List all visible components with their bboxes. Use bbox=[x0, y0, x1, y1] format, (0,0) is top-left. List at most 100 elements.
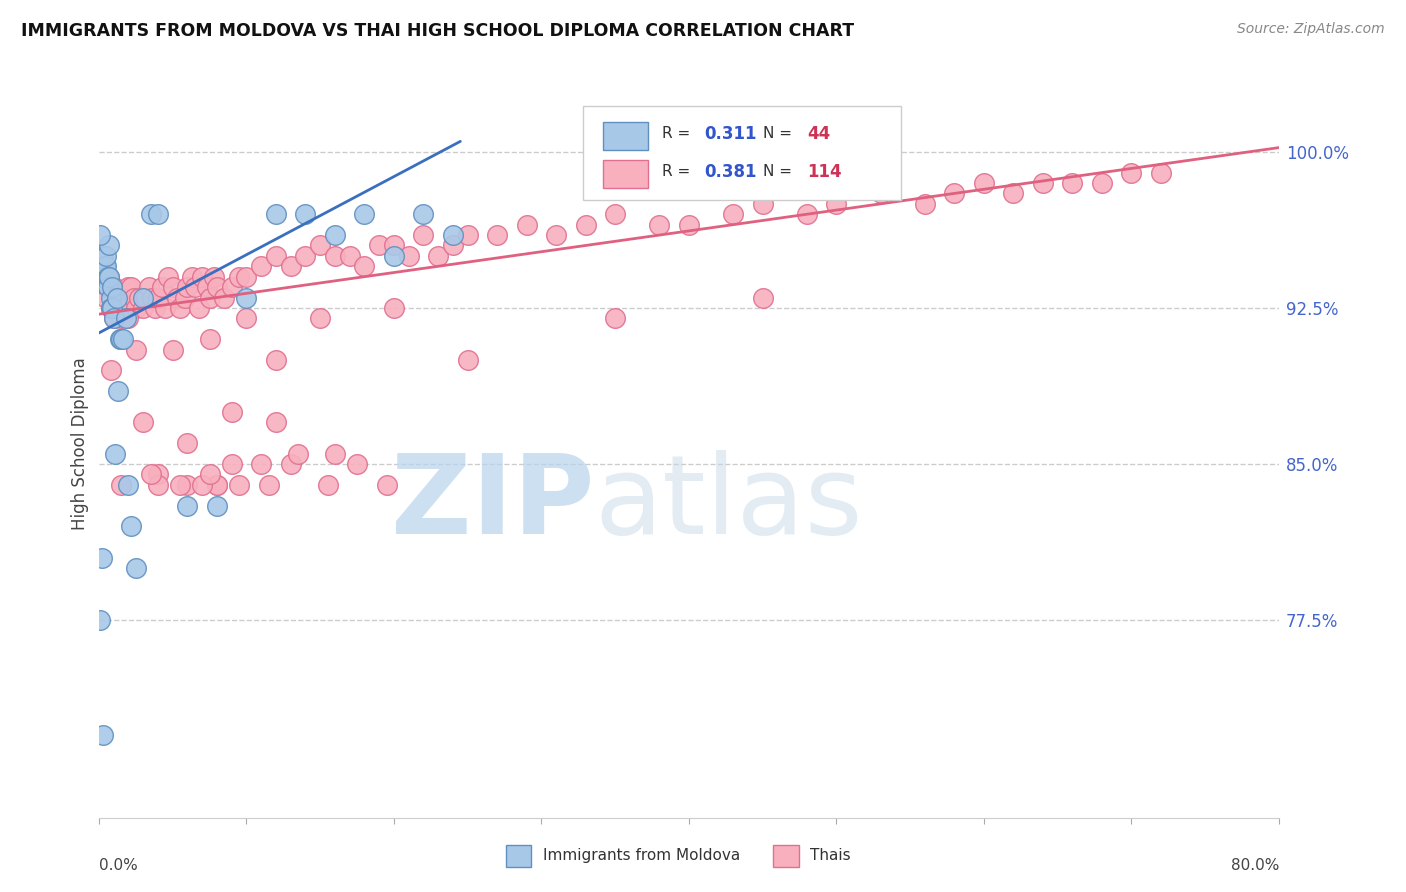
Point bbox=[235, 311, 257, 326]
Point bbox=[108, 301, 131, 315]
Point bbox=[117, 280, 139, 294]
Point bbox=[114, 311, 136, 326]
Point bbox=[1091, 176, 1114, 190]
Point bbox=[110, 311, 132, 326]
Point bbox=[323, 447, 346, 461]
Point bbox=[139, 207, 162, 221]
Point bbox=[1002, 186, 1025, 201]
Point bbox=[128, 291, 150, 305]
FancyBboxPatch shape bbox=[582, 106, 901, 200]
Point bbox=[575, 218, 598, 232]
Point bbox=[184, 280, 207, 294]
Text: ZIP: ZIP bbox=[391, 450, 595, 557]
Point bbox=[112, 291, 135, 305]
Point bbox=[678, 218, 700, 232]
Point bbox=[98, 238, 121, 252]
Point bbox=[89, 613, 111, 627]
Point bbox=[382, 249, 405, 263]
Point bbox=[93, 260, 115, 274]
Point bbox=[108, 332, 131, 346]
Point bbox=[107, 384, 129, 399]
Point bbox=[202, 269, 225, 284]
Point bbox=[546, 228, 568, 243]
Point bbox=[173, 291, 195, 305]
Point bbox=[100, 363, 122, 377]
Point bbox=[221, 280, 243, 294]
Point bbox=[648, 218, 671, 232]
Point bbox=[346, 457, 368, 471]
Point bbox=[205, 478, 228, 492]
Point bbox=[1032, 176, 1054, 190]
Point bbox=[264, 353, 287, 368]
Point bbox=[143, 301, 166, 315]
Point bbox=[169, 478, 191, 492]
Point bbox=[98, 269, 121, 284]
Point bbox=[221, 405, 243, 419]
Point bbox=[93, 249, 115, 263]
Point bbox=[427, 249, 450, 263]
Point bbox=[914, 197, 936, 211]
Point bbox=[221, 457, 243, 471]
Text: 0.311: 0.311 bbox=[704, 125, 756, 143]
Point bbox=[205, 499, 228, 513]
Point bbox=[180, 269, 202, 284]
Point bbox=[751, 291, 773, 305]
Point bbox=[195, 280, 218, 294]
Point bbox=[235, 291, 257, 305]
Point bbox=[104, 447, 127, 461]
Point bbox=[105, 291, 128, 305]
Point bbox=[294, 207, 316, 221]
Point bbox=[375, 478, 398, 492]
Point bbox=[138, 280, 160, 294]
Point bbox=[869, 186, 891, 201]
Point bbox=[97, 269, 120, 284]
Point bbox=[751, 197, 773, 211]
Point bbox=[103, 311, 125, 326]
Point bbox=[132, 291, 155, 305]
Point bbox=[943, 186, 966, 201]
Point bbox=[309, 238, 332, 252]
Point bbox=[132, 301, 155, 315]
Point bbox=[176, 280, 198, 294]
Point bbox=[441, 238, 464, 252]
Point bbox=[198, 291, 221, 305]
Point bbox=[169, 301, 191, 315]
Point bbox=[152, 280, 174, 294]
Point bbox=[796, 207, 818, 221]
Point bbox=[973, 176, 995, 190]
Text: 80.0%: 80.0% bbox=[1230, 858, 1279, 873]
Point bbox=[323, 249, 346, 263]
Point bbox=[198, 467, 221, 482]
Point bbox=[146, 467, 169, 482]
Point bbox=[97, 280, 120, 294]
Point bbox=[139, 467, 162, 482]
Point bbox=[120, 519, 142, 533]
Point bbox=[205, 478, 228, 492]
Point bbox=[125, 301, 148, 315]
Point bbox=[191, 478, 214, 492]
Point bbox=[323, 228, 346, 243]
Text: 0.0%: 0.0% bbox=[98, 858, 138, 873]
Point bbox=[235, 269, 257, 284]
Point bbox=[162, 343, 184, 357]
Point bbox=[96, 291, 118, 305]
Point bbox=[105, 291, 128, 305]
Point bbox=[457, 353, 479, 368]
Point bbox=[98, 269, 121, 284]
Text: R =: R = bbox=[662, 164, 695, 179]
Point bbox=[191, 269, 214, 284]
Point bbox=[441, 228, 464, 243]
Point bbox=[264, 416, 287, 430]
Point bbox=[1121, 166, 1143, 180]
Point bbox=[486, 228, 509, 243]
Bar bbox=[603, 160, 648, 188]
Point bbox=[120, 280, 142, 294]
Point bbox=[287, 447, 309, 461]
Text: Immigrants from Moldova: Immigrants from Moldova bbox=[543, 848, 740, 863]
Text: N =: N = bbox=[763, 164, 797, 179]
Point bbox=[117, 311, 139, 326]
Point bbox=[1062, 176, 1084, 190]
Point bbox=[353, 207, 375, 221]
Text: N =: N = bbox=[763, 127, 797, 141]
Point bbox=[96, 260, 118, 274]
